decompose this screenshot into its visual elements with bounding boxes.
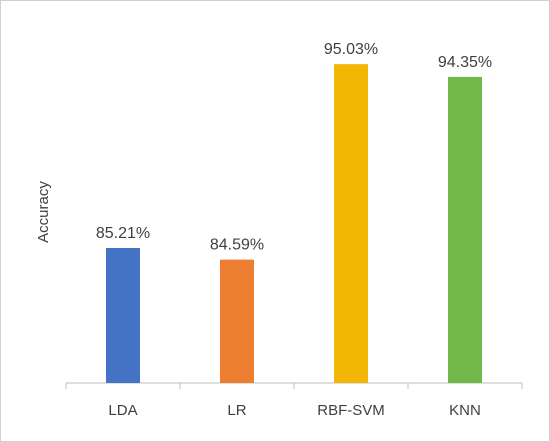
bar-lda <box>106 248 140 383</box>
y-axis-label: Accuracy <box>35 181 52 243</box>
x-tick-label: LR <box>227 402 246 419</box>
x-axis-ticks <box>65 383 523 389</box>
data-label: 95.03% <box>324 41 378 58</box>
data-label: 85.21% <box>96 225 150 242</box>
bars <box>106 64 482 384</box>
data-labels: 85.21% 84.59% 95.03% 94.35% <box>96 41 492 253</box>
data-label: 84.59% <box>210 237 264 254</box>
bar-lr <box>220 259 254 383</box>
x-tick-label: LDA <box>108 402 137 419</box>
x-tick-label: RBF-SVM <box>317 402 385 419</box>
bar-rbf-svm <box>334 64 368 383</box>
bar-knn <box>448 76 482 384</box>
data-label: 94.35% <box>438 54 492 71</box>
x-tick-labels: LDA LR RBF-SVM KNN <box>108 402 480 419</box>
x-tick-label: KNN <box>449 402 481 419</box>
